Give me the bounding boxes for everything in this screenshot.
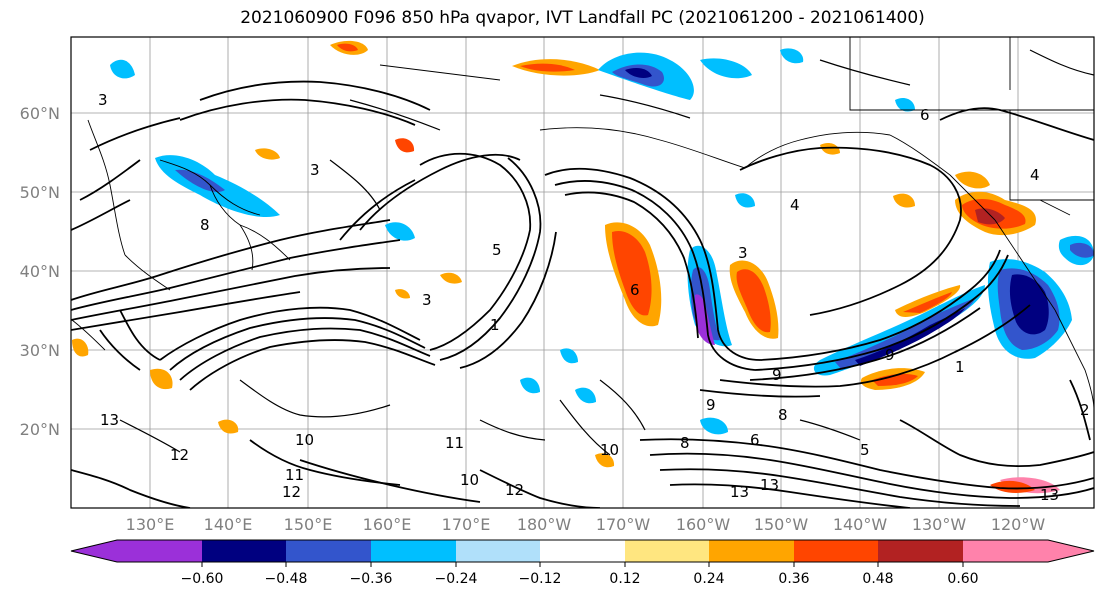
contour-label: 5: [860, 441, 870, 459]
contour-label: 3: [422, 291, 432, 309]
contour-label: 9: [772, 366, 782, 384]
lon-label: 170°W: [596, 515, 651, 534]
colorbar-segment: [202, 540, 286, 562]
colorbar-segment: [286, 540, 371, 562]
contour-label: 2: [1080, 401, 1090, 419]
colorbar-tick-label: −0.60: [181, 571, 224, 587]
colorbar-segment: [456, 540, 540, 562]
colorbar-tick-label: −0.36: [350, 571, 393, 587]
lat-label: 60°N: [20, 104, 60, 123]
lon-label: 160°W: [676, 515, 731, 534]
colorbar-tick-label: 0.24: [693, 571, 724, 587]
contour-label: 10: [460, 471, 479, 489]
contour-label: 10: [600, 441, 619, 459]
colorbar-segment: [371, 540, 456, 562]
colorbar-segment: [1048, 540, 1094, 562]
contour-label: 12: [170, 446, 189, 464]
lon-label: 150°E: [284, 515, 333, 534]
lon-label: 180°W: [517, 515, 572, 534]
contour-label: 1: [955, 358, 965, 376]
contour-label: 13: [760, 476, 779, 494]
contour-label: 12: [505, 481, 524, 499]
contour-label: 13: [730, 483, 749, 501]
contour-label: 8: [680, 434, 690, 452]
minor-contours: [119, 49, 1094, 456]
contour-label: 3: [738, 244, 748, 262]
colorbar-outline: [70, 539, 1095, 563]
contour-label: 6: [630, 281, 640, 299]
contour-label: 3: [310, 161, 320, 179]
contour-label: 8: [778, 406, 788, 424]
colorbar-segment: [794, 540, 878, 562]
ivt-contours: [71, 80, 1094, 508]
contour-label: 13: [100, 411, 119, 429]
contour-labels: 3 3 3 5 6 1 8 4 3 9 9 8 9 12 13 10 11 10…: [98, 91, 1090, 504]
colorbar-ticks: [201, 562, 964, 567]
contour-label: 4: [1030, 166, 1040, 184]
colorbar-segment: [963, 540, 1048, 562]
lon-label: 130°W: [912, 515, 967, 534]
contour-label: 5: [492, 241, 502, 259]
contour-label: 6: [920, 106, 930, 124]
coastlines: [71, 37, 1094, 411]
contour-label: 12: [282, 483, 301, 501]
qvapor-shading: [72, 40, 1094, 494]
colorbar-labels: −0.60 −0.48 −0.36 −0.24 −0.12 0.12 0.24 …: [181, 571, 979, 587]
colorbar-segment: [709, 540, 794, 562]
colorbar-tick-label: 0.60: [947, 571, 978, 587]
lon-label: 170°E: [442, 515, 491, 534]
contour-label: 6: [750, 431, 760, 449]
contour-label: 1: [490, 316, 500, 334]
contour-label: 13: [1040, 486, 1059, 504]
lon-label: 150°W: [754, 515, 809, 534]
lat-label: 30°N: [20, 341, 60, 360]
contour-label: 3: [98, 91, 108, 109]
colorbar-tick-label: −0.12: [519, 571, 562, 587]
lat-label: 20°N: [20, 420, 60, 439]
lon-label: 130°E: [126, 515, 175, 534]
contour-label: 11: [285, 466, 304, 484]
lon-label: 160°E: [363, 515, 412, 534]
latitude-labels: 60°N 50°N 40°N 30°N 20°N: [20, 104, 60, 439]
map-title: 2021060900 F096 850 hPa qvapor, IVT Land…: [240, 8, 925, 28]
lon-label: 140°W: [833, 515, 888, 534]
colorbar-segment: [71, 540, 117, 562]
lat-label: 50°N: [20, 183, 60, 202]
colorbar-segment: [878, 540, 963, 562]
map-area: 3 3 3 5 6 1 8 4 3 9 9 8 9 12 13 10 11 10…: [71, 37, 1094, 508]
lon-label: 140°E: [204, 515, 253, 534]
lon-label: 120°W: [991, 515, 1046, 534]
contour-label: 10: [295, 431, 314, 449]
lat-label: 40°N: [20, 262, 60, 281]
colorbar-segment: [117, 540, 202, 562]
colorbar-segment: [540, 540, 625, 562]
contour-label: 8: [200, 216, 210, 234]
contour-label: 9: [706, 396, 716, 414]
colorbar-tick-label: 0.12: [609, 571, 640, 587]
contour-label: 4: [790, 196, 800, 214]
contour-label: 9: [885, 346, 895, 364]
longitude-labels: 130°E 140°E 150°E 160°E 170°E 180°W 170°…: [126, 515, 1046, 534]
colorbar-tick-label: 0.36: [778, 571, 809, 587]
map-frame: [70, 36, 1095, 509]
colorbar: −0.60 −0.48 −0.36 −0.24 −0.12 0.12 0.24 …: [70, 539, 1095, 587]
colorbar-tick-label: −0.24: [435, 571, 478, 587]
colorbar-tick-label: −0.48: [265, 571, 308, 587]
contour-label: 11: [445, 434, 464, 452]
colorbar-segment: [625, 540, 709, 562]
colorbar-tick-label: 0.48: [862, 571, 893, 587]
